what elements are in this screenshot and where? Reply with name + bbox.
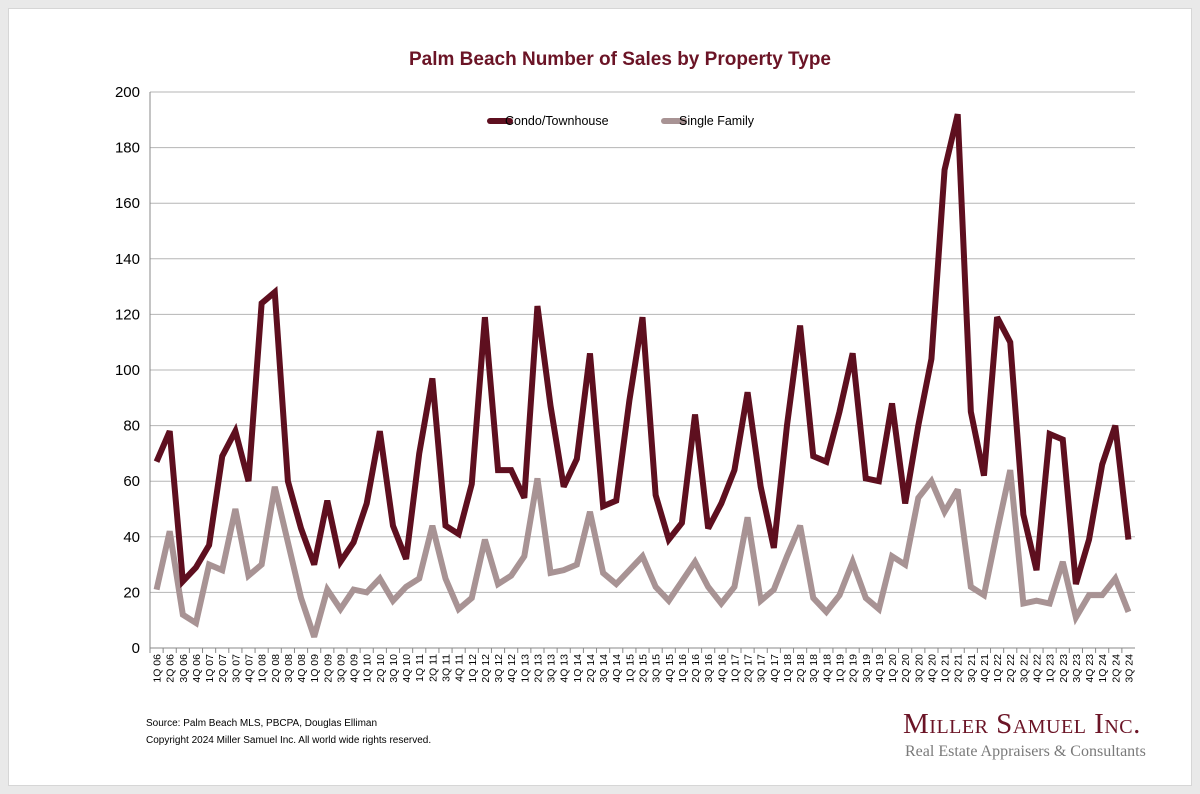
company-logo: Miller Samuel Inc. [903,708,1141,740]
x-tick-label: 2Q 06 [165,654,177,683]
x-tick-label: 2Q 14 [585,654,597,683]
y-tick-label: 40 [123,529,140,546]
x-tick-label: 4Q 11 [454,654,466,682]
x-tick-label: 2Q 11 [427,654,439,682]
x-tick-label: 2Q 20 [900,654,912,683]
y-tick-label: 80 [123,418,140,435]
x-tick-label: 3Q 06 [178,654,190,683]
x-tick-label: 1Q 19 [835,654,847,683]
x-tick-label: 4Q 14 [611,654,623,683]
x-tick-label: 3Q 10 [388,654,400,683]
copyright-note: Copyright 2024 Miller Samuel Inc. All wo… [146,735,432,746]
x-tick-label: 3Q 15 [651,654,663,683]
x-tick-label: 4Q 16 [716,654,728,683]
x-tick-label: 3Q 18 [808,654,820,683]
x-tick-label: 2Q 08 [270,654,282,683]
y-tick-label: 100 [115,362,140,379]
x-tick-label: 4Q 19 [874,654,886,683]
x-tick-label: 2Q 24 [1110,654,1122,683]
x-tick-label: 4Q 20 [926,654,938,683]
x-tick-label: 1Q 11 [414,654,426,682]
x-tick-label: 2Q 09 [322,654,334,683]
x-tick-label: 3Q 09 [335,654,347,683]
x-tick-label: 2Q 13 [532,654,544,683]
x-tick-label: 3Q 11 [441,654,453,682]
x-tick-label: 1Q 17 [729,654,741,683]
x-tick-label: 4Q 09 [349,654,361,683]
x-tick-label: 3Q 08 [283,654,295,683]
x-tick-label: 1Q 06 [152,654,164,683]
x-tick-label: 2Q 19 [848,654,860,683]
y-tick-label: 140 [115,251,140,268]
x-tick-label: 3Q 13 [546,654,558,683]
x-tick-label: 3Q 12 [493,654,505,683]
x-tick-label: 4Q 10 [401,654,413,683]
x-tick-label: 1Q 14 [572,654,584,683]
chart-card [8,8,1192,786]
y-tick-label: 200 [115,84,140,101]
x-tick-label: 4Q 06 [191,654,203,683]
x-tick-label: 4Q 13 [559,654,571,683]
x-tick-label: 2Q 10 [375,654,387,683]
x-tick-label: 2Q 22 [1005,654,1017,683]
y-tick-label: 20 [123,584,140,601]
y-tick-label: 120 [115,306,140,323]
x-tick-label: 3Q 24 [1123,654,1135,683]
x-tick-label: 3Q 14 [598,654,610,683]
x-tick-label: 1Q 09 [309,654,321,683]
legend-label: Condo/Townhouse [505,114,609,128]
x-tick-label: 3Q 22 [1018,654,1030,683]
x-tick-label: 1Q 15 [624,654,636,683]
x-tick-label: 4Q 17 [769,654,781,683]
x-tick-label: 3Q 19 [861,654,873,683]
x-tick-label: 4Q 15 [664,654,676,683]
x-tick-label: 3Q 20 [913,654,925,683]
y-tick-label: 160 [115,195,140,212]
x-tick-label: 1Q 20 [887,654,899,683]
series-line-single-family [153,469,1132,638]
series-line-condo-townhouse [153,113,1132,589]
x-tick-label: 1Q 16 [677,654,689,683]
x-tick-label: 2Q 21 [953,654,965,683]
y-tick-label: 180 [115,140,140,157]
y-tick-label: 0 [132,640,140,657]
x-tick-label: 4Q 18 [821,654,833,683]
x-tick-label: 1Q 24 [1097,654,1109,683]
x-tick-label: 4Q 22 [1032,654,1044,683]
x-tick-label: 1Q 10 [362,654,374,683]
x-tick-label: 3Q 21 [966,654,978,683]
x-tick-label: 3Q 23 [1071,654,1083,683]
x-tick-label: 2Q 15 [638,654,650,683]
x-tick-label: 2Q 12 [480,654,492,683]
x-tick-label: 3Q 16 [703,654,715,683]
x-tick-label: 4Q 12 [506,654,518,683]
company-tagline: Real Estate Appraisers & Consultants [905,743,1146,760]
x-tick-label: 1Q 07 [204,654,216,683]
x-tick-label: 4Q 08 [296,654,308,683]
source-note: Source: Palm Beach MLS, PBCPA, Douglas E… [146,718,378,729]
x-tick-label: 2Q 17 [743,654,755,683]
x-tick-label: 2Q 07 [217,654,229,683]
x-tick-label: 1Q 18 [782,654,794,683]
legend-label: Single Family [679,114,755,128]
x-tick-label: 4Q 23 [1084,654,1096,683]
x-tick-label: 1Q 13 [519,654,531,683]
x-tick-label: 1Q 23 [1045,654,1057,683]
x-tick-label: 3Q 17 [756,654,768,683]
x-tick-label: 1Q 12 [467,654,479,683]
x-tick-label: 1Q 08 [257,654,269,683]
x-tick-label: 2Q 23 [1058,654,1070,683]
x-tick-label: 1Q 22 [992,654,1004,683]
x-tick-label: 3Q 07 [230,654,242,683]
x-tick-label: 2Q 16 [690,654,702,683]
x-tick-label: 1Q 21 [940,654,952,683]
chart-title: Palm Beach Number of Sales by Property T… [408,49,831,70]
x-tick-label: 4Q 21 [979,654,991,683]
x-tick-label: 4Q 07 [244,654,256,683]
y-tick-label: 60 [123,473,140,490]
x-tick-label: 2Q 18 [795,654,807,683]
